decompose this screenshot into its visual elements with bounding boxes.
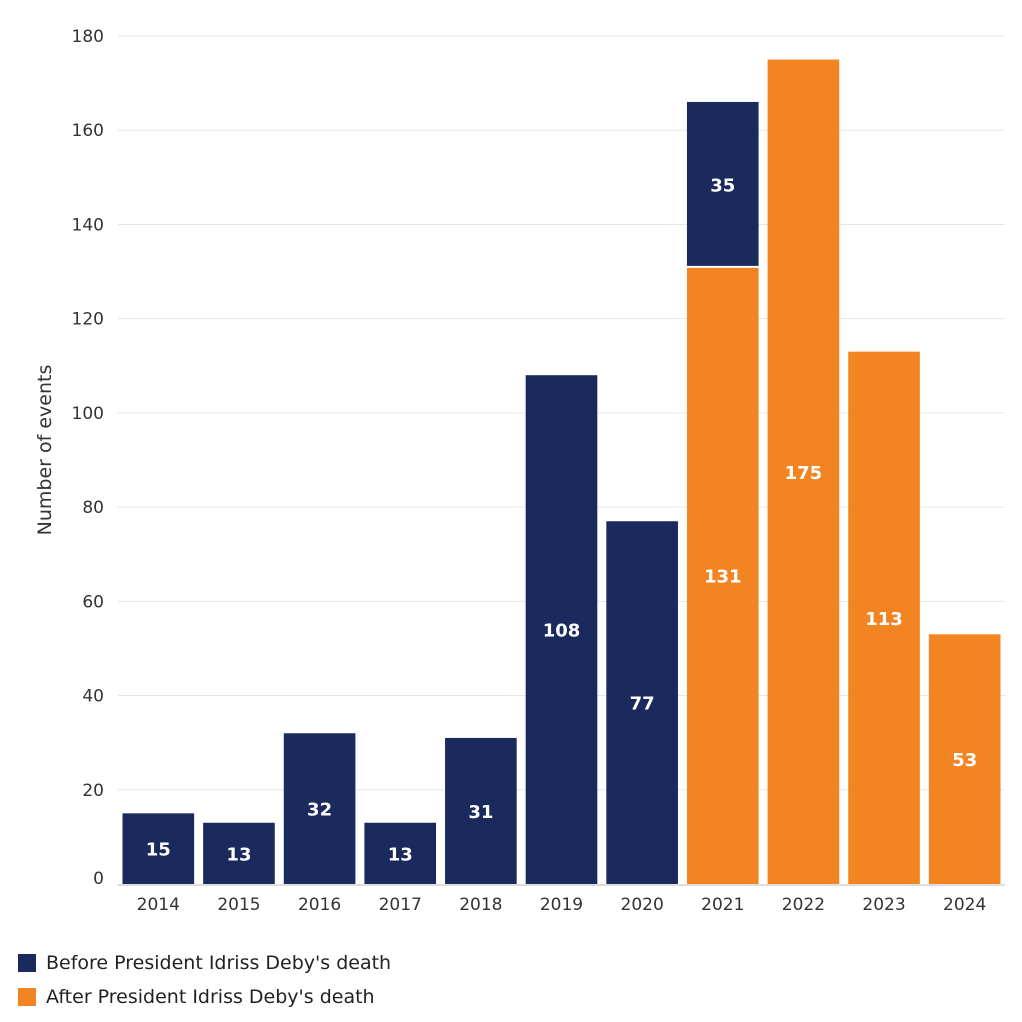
data-label: 175 [785, 463, 823, 484]
y-tick-label: 40 [82, 687, 104, 707]
data-label: 32 [307, 800, 332, 821]
y-tick-label: 120 [72, 310, 104, 330]
data-label: 113 [865, 609, 903, 630]
bars: 15 13 32 13 31 108 77 131 35 175 113 53 [122, 59, 1001, 885]
x-tick-label: 2015 [217, 895, 260, 915]
bar-before-2014 [122, 813, 195, 884]
bar-before-2018 [445, 737, 517, 884]
x-tick-label: 2023 [862, 895, 905, 915]
bar-before-2017 [364, 822, 437, 884]
bar-after-2021 [686, 266, 759, 884]
x-tick-label: 2016 [298, 895, 341, 915]
x-tick-label: 2014 [137, 895, 180, 915]
data-label: 31 [468, 802, 493, 823]
bar-after-2022 [767, 59, 840, 885]
y-axis-label: Number of events [34, 365, 56, 536]
x-tick-label: 2020 [621, 895, 664, 915]
data-label: 15 [146, 840, 171, 861]
bar-before-2019 [525, 375, 598, 884]
bar-before-2015 [203, 822, 275, 884]
legend-swatch-before [18, 954, 36, 972]
y-tick-label: 180 [72, 27, 104, 47]
x-tick-label: 2017 [379, 895, 422, 915]
y-tick-label: 20 [82, 781, 104, 801]
legend-label-after: After President Idriss Deby's death [46, 986, 375, 1008]
x-tick-label: 2024 [943, 895, 986, 915]
x-tick-label: 2019 [540, 895, 583, 915]
bar-before-2020 [606, 521, 678, 884]
bar-after-2023 [848, 351, 920, 885]
data-label: 77 [630, 694, 655, 715]
legend: Before President Idriss Deby's death Aft… [18, 946, 391, 1014]
y-tick-label: 160 [72, 121, 104, 141]
y-tick-label: 100 [72, 404, 104, 424]
data-label: 13 [388, 844, 413, 865]
y-axis-ticks: 0 20 40 60 80 100 120 140 160 180 [72, 27, 104, 889]
x-tick-label: 2021 [701, 895, 744, 915]
data-label: 53 [952, 750, 977, 771]
x-axis-ticks: 2014 2015 2016 2017 2018 2019 2020 2021 2022 2023… [137, 895, 987, 915]
bar-before-2016 [283, 733, 356, 884]
legend-swatch-after [18, 988, 36, 1006]
x-tick-label: 2018 [459, 895, 502, 915]
data-label: 13 [226, 844, 251, 865]
y-tick-label: 140 [72, 215, 104, 235]
bar-after-2024 [928, 634, 1001, 884]
legend-item-before: Before President Idriss Deby's death [18, 946, 391, 980]
y-tick-label: 80 [82, 498, 104, 518]
legend-item-after: After President Idriss Deby's death [18, 980, 391, 1014]
x-tick-label: 2022 [782, 895, 825, 915]
data-label: 35 [710, 175, 735, 196]
y-tick-label: 60 [82, 592, 104, 612]
bar-chart: 0 20 40 60 80 100 120 140 160 180 Number of event… [34, 27, 1005, 915]
data-label: 131 [704, 566, 742, 587]
legend-label-before: Before President Idriss Deby's death [46, 952, 392, 974]
y-tick-label: 0 [93, 869, 104, 889]
bar-before-2021 [686, 101, 759, 267]
data-label: 108 [543, 621, 581, 642]
